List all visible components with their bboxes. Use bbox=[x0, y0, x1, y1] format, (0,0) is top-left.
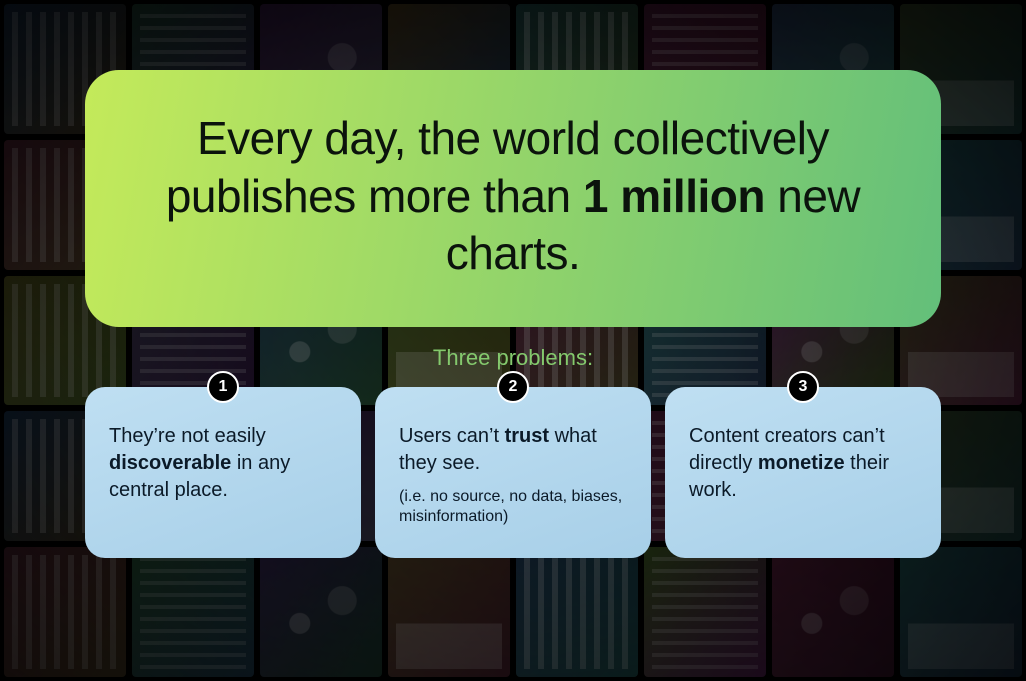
card-text-strong: discoverable bbox=[109, 452, 231, 474]
card-text-pre: Users can’t bbox=[399, 425, 505, 447]
card-sub-text: (i.e. no source, no data, biases, misinf… bbox=[399, 487, 627, 529]
card-text-strong: monetize bbox=[758, 452, 845, 474]
slide-content: Every day, the world collectively publis… bbox=[0, 0, 1026, 681]
problem-card: 2Users can’t trust what they see.(i.e. n… bbox=[375, 387, 651, 559]
card-number-badge: 2 bbox=[497, 371, 529, 403]
hero-text-strong: 1 million bbox=[583, 170, 765, 222]
card-main-text: Content creators can’t directly monetize… bbox=[689, 423, 917, 504]
problem-cards-row: 1They’re not easily discoverable in any … bbox=[85, 387, 941, 559]
hero-text: Every day, the world collectively publis… bbox=[145, 110, 881, 283]
card-main-text: Users can’t trust what they see. bbox=[399, 423, 627, 477]
card-text-pre: They’re not easily bbox=[109, 425, 266, 447]
problem-card: 3Content creators can’t directly monetiz… bbox=[665, 387, 941, 559]
card-main-text: They’re not easily discoverable in any c… bbox=[109, 423, 337, 504]
hero-panel: Every day, the world collectively publis… bbox=[85, 70, 941, 327]
card-number-badge: 3 bbox=[787, 371, 819, 403]
card-number-badge: 1 bbox=[207, 371, 239, 403]
card-text-strong: trust bbox=[505, 425, 549, 447]
problem-card: 1They’re not easily discoverable in any … bbox=[85, 387, 361, 559]
subtitle: Three problems: bbox=[433, 345, 593, 371]
